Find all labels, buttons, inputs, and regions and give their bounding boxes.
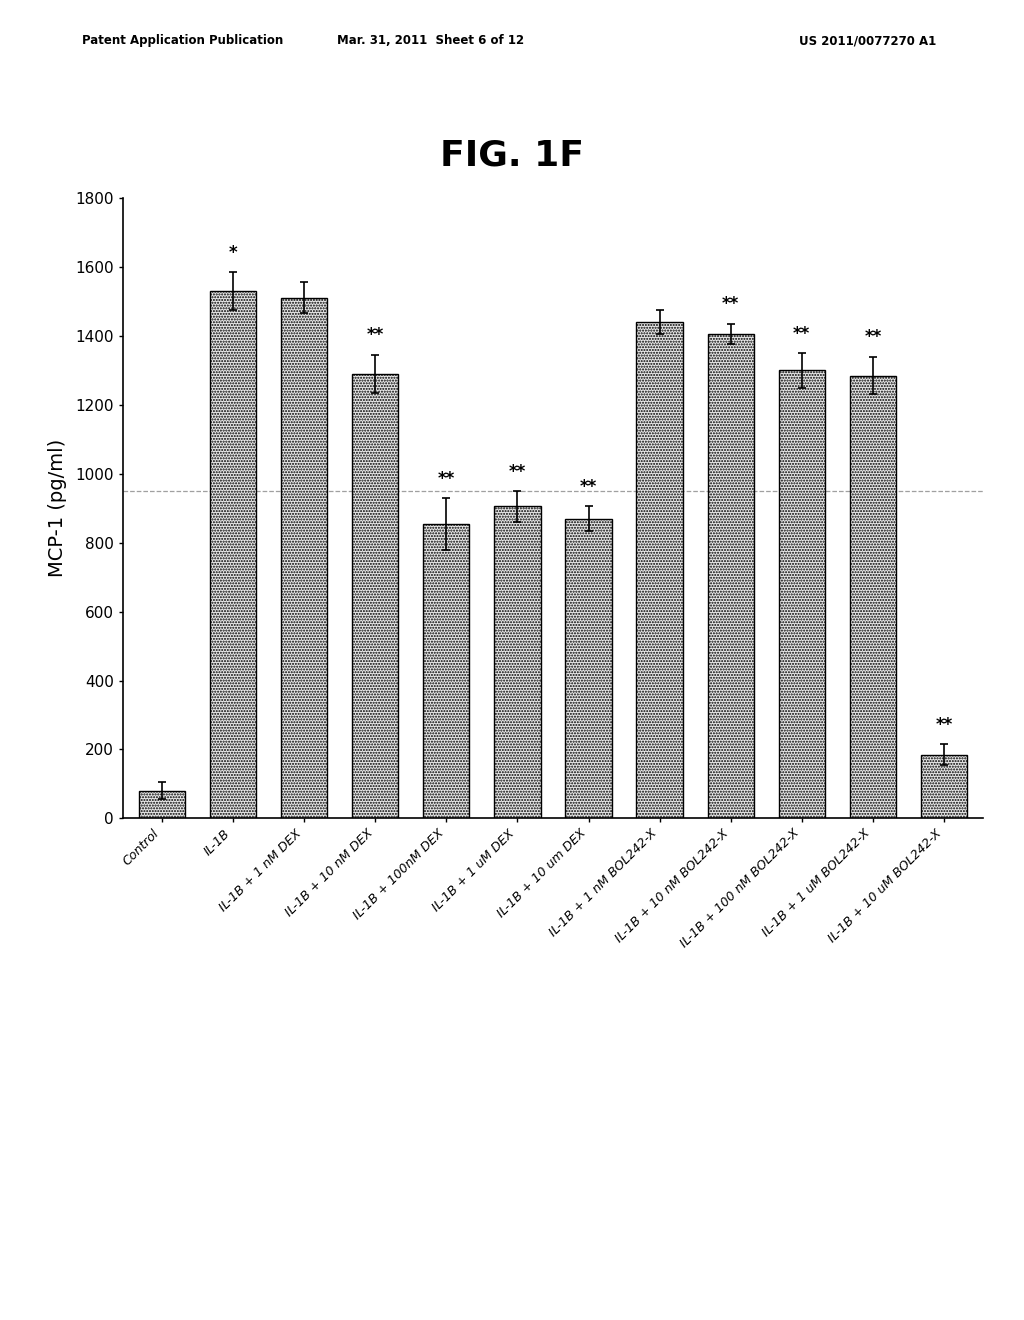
Text: **: ** — [367, 326, 384, 345]
Text: FIG. 1F: FIG. 1F — [440, 139, 584, 173]
Bar — [352, 374, 398, 818]
Text: US 2011/0077270 A1: US 2011/0077270 A1 — [799, 34, 936, 48]
Bar — [495, 507, 541, 818]
Bar — [921, 755, 967, 818]
Bar — [637, 322, 683, 818]
Text: **: ** — [437, 470, 455, 487]
Text: **: ** — [722, 296, 739, 313]
Text: **: ** — [935, 715, 952, 734]
Text: Patent Application Publication: Patent Application Publication — [82, 34, 284, 48]
Bar — [423, 524, 469, 818]
Text: **: ** — [794, 325, 810, 343]
Text: **: ** — [509, 462, 526, 480]
Bar — [778, 371, 825, 818]
Text: **: ** — [864, 329, 882, 346]
Bar — [850, 375, 896, 818]
Bar — [565, 519, 611, 818]
Y-axis label: MCP-1 (pg/ml): MCP-1 (pg/ml) — [48, 440, 67, 577]
Bar — [139, 791, 185, 818]
Bar — [708, 334, 754, 818]
Bar — [281, 298, 328, 818]
Bar — [210, 290, 256, 818]
Text: *: * — [228, 244, 238, 261]
Text: Mar. 31, 2011  Sheet 6 of 12: Mar. 31, 2011 Sheet 6 of 12 — [337, 34, 523, 48]
Text: **: ** — [580, 478, 597, 496]
